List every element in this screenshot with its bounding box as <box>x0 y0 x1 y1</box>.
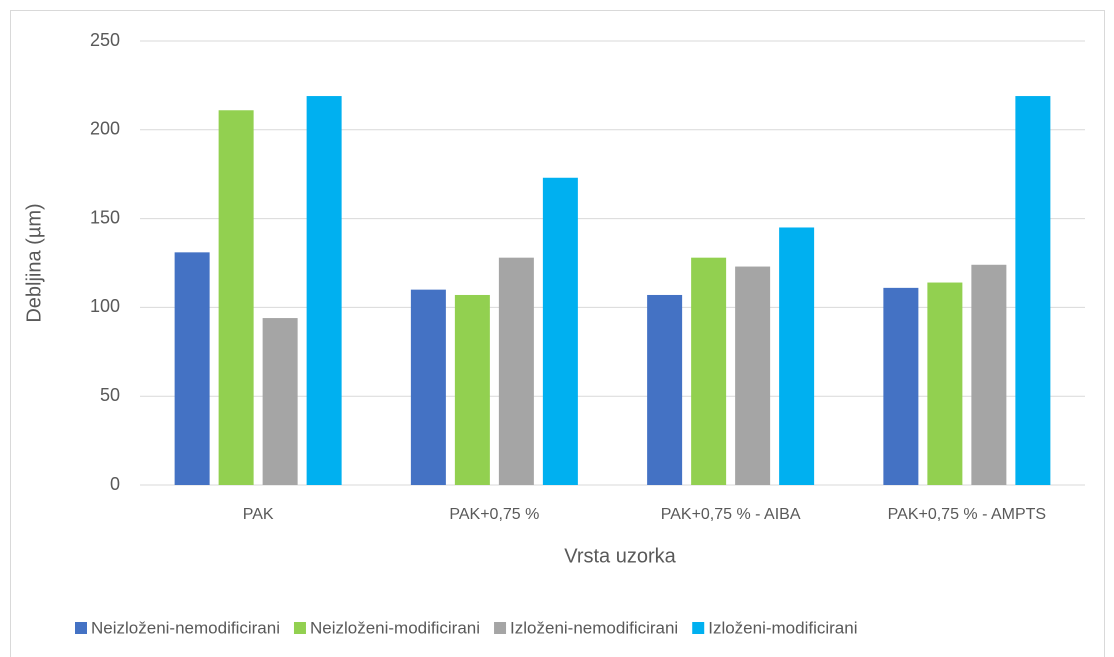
legend-swatch <box>75 622 87 634</box>
y-tick-label: 250 <box>90 30 120 50</box>
bar <box>410 289 446 485</box>
bar <box>927 282 963 485</box>
bar <box>454 294 490 485</box>
bar <box>647 294 683 485</box>
legend-label: Neizloženi-nemodificirani <box>91 618 280 637</box>
y-axis-title: Debljina (µm) <box>23 203 45 322</box>
bar <box>174 252 210 485</box>
legend-swatch <box>293 622 306 634</box>
bar <box>218 110 254 485</box>
y-tick-label: 100 <box>90 296 120 316</box>
x-tick-label: PAK <box>243 506 274 523</box>
legend-label: Izloženi-nemodificirani <box>510 618 678 637</box>
bar <box>971 264 1007 485</box>
y-tick-label: 150 <box>90 207 120 227</box>
bar <box>779 227 815 486</box>
x-tick-label: PAK+0,75 % <box>449 506 539 523</box>
x-tick-label: PAK+0,75 % - AIBA <box>661 506 801 523</box>
x-tick-label: PAK+0,75 % - AMPTS <box>888 506 1046 523</box>
x-axis-title: Vrsta uzorka <box>564 545 676 567</box>
bar <box>262 318 298 485</box>
legend-label: Neizloženi-modificirani <box>310 618 480 637</box>
bar <box>306 96 342 485</box>
bar <box>883 287 919 485</box>
bar <box>498 257 534 485</box>
bar <box>542 177 578 485</box>
y-tick-label: 50 <box>100 385 120 405</box>
legend-swatch <box>692 622 705 634</box>
bar <box>1015 96 1051 485</box>
legend-label: Izloženi-modificirani <box>708 618 857 637</box>
bar <box>691 257 727 485</box>
y-tick-label: 0 <box>110 474 120 494</box>
legend-swatch <box>494 622 507 634</box>
bar <box>735 266 771 485</box>
chart-border <box>10 10 1105 657</box>
y-tick-label: 200 <box>90 119 120 139</box>
